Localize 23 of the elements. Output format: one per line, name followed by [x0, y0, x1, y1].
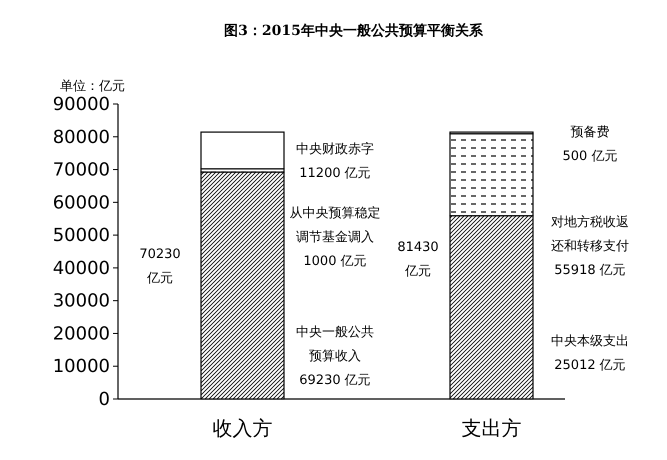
bar: [200, 131, 285, 170]
chart-title: 图3：2015年中央一般公共预算平衡关系: [224, 22, 484, 39]
y-tick-label: 40000: [52, 258, 110, 279]
annotation: 81430亿元: [397, 240, 439, 279]
y-tick-label: 10000: [52, 356, 110, 378]
annotation: 预备费500 亿元: [562, 125, 618, 164]
y-tick-label: 20000: [52, 323, 110, 344]
annotation: 中央一般公共预算收入69230 亿元: [296, 325, 374, 388]
annotation: 中央财政赤字11200 亿元: [296, 141, 374, 181]
x-tick-label: 支出方: [462, 416, 522, 440]
y-tick-label: 90000: [52, 94, 110, 115]
y-tick-label: 70000: [52, 160, 110, 181]
annotation: 对地方税收返还和转移支付55918 亿元: [551, 214, 629, 278]
annotation: 从中央预算稳定调节基金调入1000 亿元: [290, 206, 380, 269]
annotation: 70230亿元: [139, 247, 181, 286]
y-tick-label: 0: [98, 389, 110, 410]
y-tick-label: 60000: [52, 192, 110, 214]
y-tick-label: 30000: [52, 290, 110, 312]
y-axis-title: 单位：亿元: [60, 79, 125, 94]
x-tick-label: 收入方: [212, 416, 272, 440]
y-tick-label: 80000: [52, 126, 110, 148]
annotation: 中央本级支出25012 亿元: [551, 334, 629, 373]
y-tick-label: 50000: [52, 225, 110, 246]
